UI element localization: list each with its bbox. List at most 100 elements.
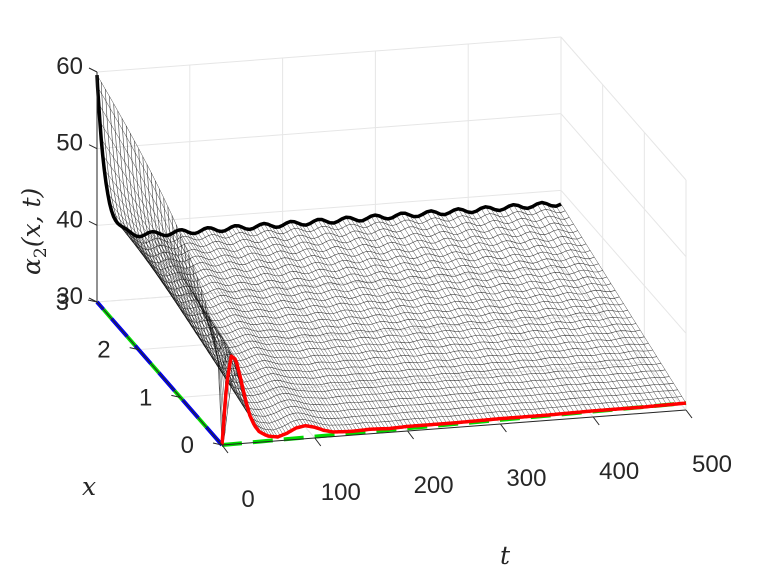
tick-labels: 0 100 200 300 400 500 0 1 2 330 40 50 60 [56, 53, 732, 513]
mesh-line-x [181, 229, 308, 427]
mesh-line-x [172, 232, 299, 428]
mesh-line-x [444, 214, 571, 414]
mesh-line-x [207, 227, 334, 433]
mesh-line-x [313, 221, 440, 425]
mesh-line-x [260, 224, 386, 429]
grid-line [560, 266, 687, 411]
mesh-line-x [431, 210, 557, 415]
mesh-line-x [379, 215, 505, 419]
x-tick-label: 1 [139, 384, 152, 411]
x-tick-label: 2 [97, 337, 110, 364]
mesh-line-x [508, 206, 635, 408]
mesh-line-x [396, 215, 522, 418]
mesh-line-x [191, 233, 317, 428]
mesh-line-t [109, 96, 574, 257]
mesh-line-x [234, 225, 361, 431]
mesh-line-x [271, 225, 397, 428]
mesh-line-t [117, 110, 582, 270]
mesh-line-x [329, 222, 456, 423]
mesh-line-x [435, 212, 562, 414]
mesh-line-x [100, 138, 227, 422]
x-axis-line [96, 301, 223, 446]
x-tick-label: 3 [56, 289, 69, 316]
z-axis-label: α2(x, t) [17, 188, 51, 275]
t-axis-label: t [500, 541, 511, 570]
mesh-line-x [517, 205, 644, 408]
t-tick-label-mark [499, 423, 507, 433]
t-tick-label-mark [407, 430, 415, 440]
mesh-line-x [321, 219, 448, 424]
t-axis-line [221, 409, 687, 446]
mesh-line-x [404, 213, 531, 417]
mesh-line-x [387, 218, 514, 418]
mesh-line-x [175, 231, 302, 427]
mesh-line-x [221, 231, 347, 432]
mesh-line-x [489, 207, 616, 410]
mesh-line-x [551, 205, 677, 405]
z-tick-label-mark [88, 220, 98, 226]
mesh-line-t [188, 254, 653, 383]
t-tick-label: 400 [599, 458, 639, 485]
mesh-line-x [494, 209, 621, 410]
z-tick-label-mark [88, 297, 98, 303]
mesh-line-x [178, 229, 305, 427]
mesh-line-x [503, 208, 630, 409]
mesh-line-x [345, 217, 472, 422]
mesh-line-x [282, 225, 409, 427]
mesh-line-t [196, 276, 662, 397]
mesh-line-t [150, 172, 616, 323]
mesh-line-x [499, 210, 625, 409]
mesh-line-x [96, 74, 223, 446]
mesh-line-x [107, 193, 234, 379]
mesh-line-x [370, 216, 497, 420]
mesh-line-x [227, 228, 354, 432]
z-tick-label: 50 [56, 130, 83, 157]
mesh-line-x [527, 208, 653, 407]
mesh-line-x [555, 206, 682, 404]
mesh-line-t [121, 118, 587, 277]
grid-line [96, 189, 562, 226]
mesh-line-x [333, 222, 460, 423]
mesh-line-x [337, 221, 464, 423]
x-tick-label-mark [212, 442, 223, 446]
mesh-line-x [290, 221, 416, 426]
mesh-line-x [440, 214, 566, 414]
mesh-line-x [109, 203, 235, 375]
grid-line [560, 190, 687, 334]
mesh-line-x [536, 203, 663, 406]
mesh-line-x [354, 219, 480, 421]
t-tick-label: 200 [414, 472, 454, 499]
t-tick-label-mark [685, 409, 693, 419]
mesh-line-x [184, 230, 311, 427]
mesh-line-x [349, 217, 476, 422]
mesh-line-t [100, 82, 566, 244]
mesh-line-x [541, 202, 668, 406]
mesh-line-x [163, 235, 290, 433]
mesh-line-x [204, 228, 330, 432]
mesh-line-x [121, 226, 248, 407]
mesh-line-x [97, 86, 223, 445]
mesh-line-x [157, 232, 284, 435]
mesh-line-x [155, 231, 281, 437]
mesh-line-x [341, 218, 468, 422]
z-tick-label: 60 [56, 53, 83, 80]
t-tick-label: 500 [692, 451, 732, 478]
mesh-line-x [413, 216, 540, 416]
mesh-line-x [409, 214, 535, 417]
z-tick-label: 40 [56, 206, 83, 233]
z-tick-label-mark [88, 144, 98, 150]
t-tick-label-mark [592, 416, 600, 426]
mesh-line-x [449, 212, 575, 413]
mesh-line-x [144, 234, 270, 437]
mesh-line-x [480, 208, 607, 411]
x-tick-label-mark [171, 394, 181, 398]
mesh-line-x [210, 227, 337, 433]
mesh-line-x [188, 232, 314, 428]
mesh-line-x [453, 210, 579, 413]
grid-line [560, 36, 687, 181]
mesh-line-t [125, 125, 591, 283]
mesh-line-x [294, 221, 420, 426]
mesh-line-x [249, 229, 375, 430]
mesh-line-x [138, 236, 265, 435]
t-tick-label: 100 [321, 479, 361, 506]
